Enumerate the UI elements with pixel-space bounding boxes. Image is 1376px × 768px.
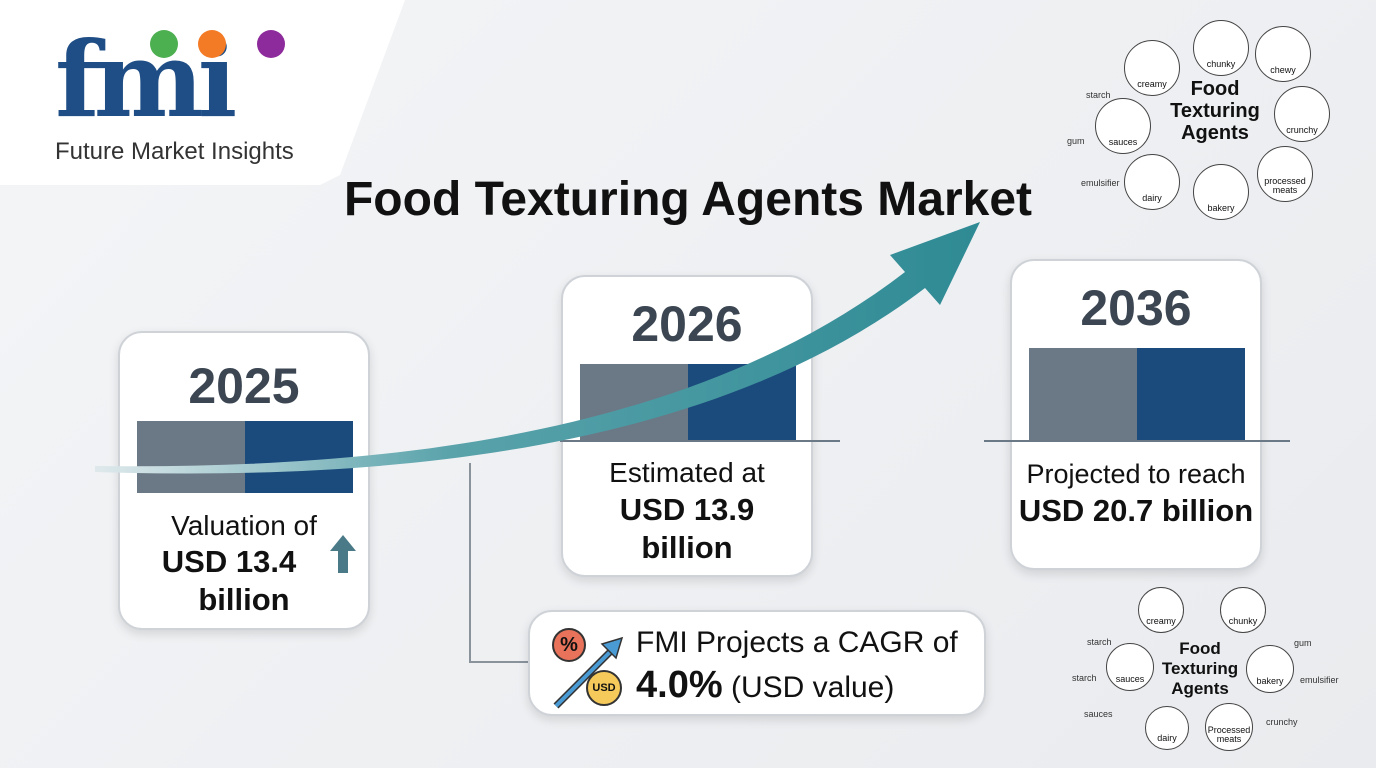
logo-dot-green [150,30,178,58]
item-processed-meats: processed meats [1257,146,1313,202]
year-label: 2026 [631,296,743,352]
bar-blue [245,421,353,493]
bar-gray [1029,348,1137,442]
year-label: 2036 [1080,280,1192,336]
card-label: Projected to reach [1026,459,1246,489]
side-crunchy: crunchy [1266,717,1298,727]
card-value: USD 13.9 [619,492,755,527]
side-sauces: sauces [1084,709,1113,719]
usd-coin-icon: USD [586,670,622,706]
card-value: USD 13.4 [161,544,297,579]
item-crunchy: crunchy [1274,86,1330,142]
logo-dot-purple [257,30,285,58]
cagr-suffix: (USD value) [730,671,895,704]
side-starch: starch [1086,90,1111,100]
baseline [560,440,840,442]
page-title: Food Texturing Agents Market [343,173,1033,226]
cagr-box: % USD FMI Projects a CAGR of 4.0% (USD v… [528,610,986,716]
up-arrow-icon [330,535,356,573]
item-dairy: dairy [1124,154,1180,210]
card-unit: billion [198,582,290,617]
item-sauces: sauces [1106,643,1154,691]
cluster-title: Food [1190,78,1240,100]
bar-gray [137,421,245,493]
side-starch: starch [1072,673,1097,683]
card-label: Valuation of [171,510,317,541]
year-label: 2025 [188,358,300,414]
cluster-title: Food [1179,639,1221,658]
card-2025: 2025 Valuation of USD 13.4 billion [118,331,370,630]
side-gum: gum [1294,638,1312,648]
item-chewy: chewy [1255,26,1311,82]
card-value: USD 20.7 billion [1018,493,1254,528]
bar-blue [1137,348,1245,442]
side-emulsifier: emulsifier [1300,675,1339,685]
logo-dot-orange [198,30,226,58]
card-unit: billion [641,530,733,565]
trend-arrow-icon [553,636,624,709]
cagr-value: 4.0% [636,664,723,706]
item-processed-meats: Processed meats [1205,703,1253,751]
cluster-title: Texturing [1161,659,1239,678]
percent-icon: % [552,628,586,662]
baseline [984,440,1290,442]
item-sauces: sauces [1095,98,1151,154]
side-emulsifier: emulsifier [1081,178,1120,188]
logo-panel [0,0,405,185]
side-gum: gum [1067,136,1085,146]
card-2036: 2036 Projected to reach USD 20.7 billion [1010,259,1262,570]
item-bakery: bakery [1193,164,1249,220]
card-label: Estimated at [609,457,765,488]
item-chunky: chunky [1220,587,1266,633]
item-dairy: dairy [1145,706,1189,750]
cluster-title: Agents [1181,122,1249,144]
item-bakery: bakery [1246,645,1294,693]
logo-subtitle: Future Market Insights [55,138,294,165]
item-creamy: creamy [1138,587,1184,633]
cluster-title: Agents [1171,679,1229,698]
cagr-label: FMI Projects a CAGR of [636,626,958,659]
side-starch: starch [1087,637,1112,647]
cluster-title: Texturing [1170,100,1260,122]
item-creamy: creamy [1124,40,1180,96]
item-chunky: chunky [1193,20,1249,76]
